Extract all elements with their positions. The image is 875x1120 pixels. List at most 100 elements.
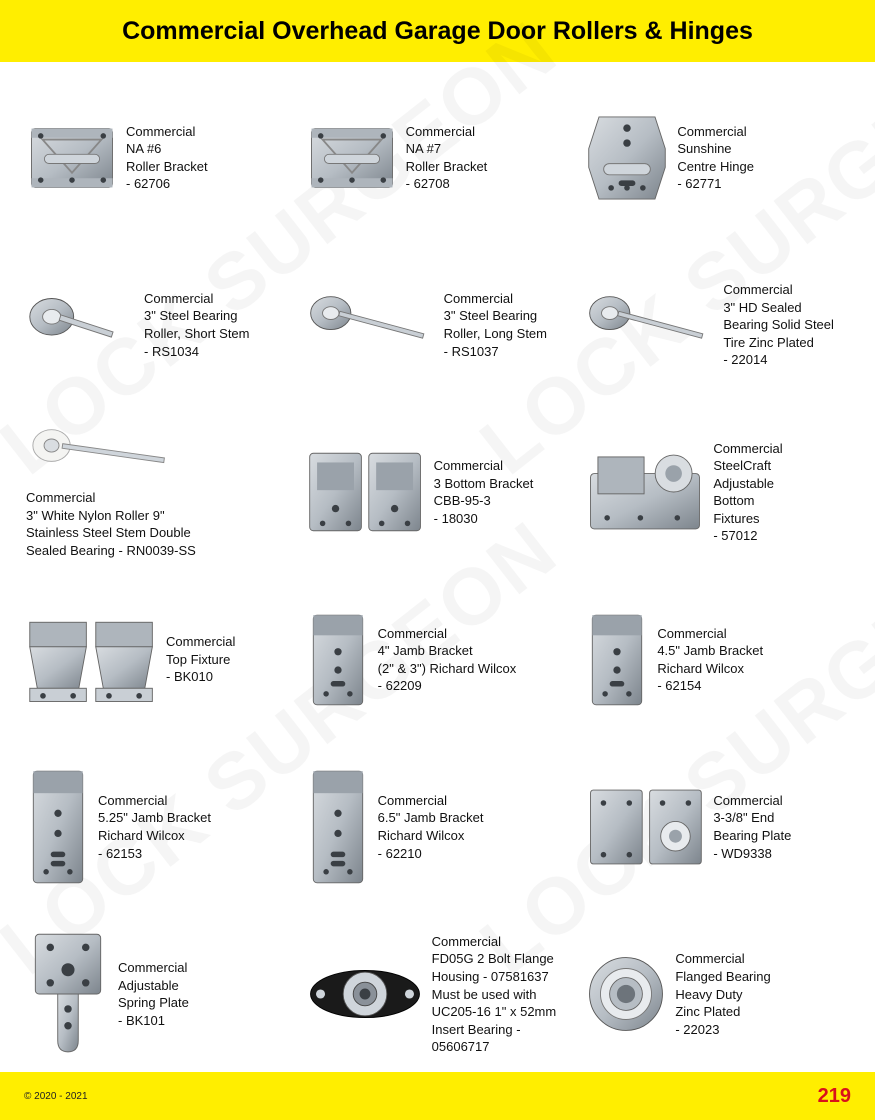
product-text-line: Housing - 07581637 — [432, 968, 570, 986]
product-text-line: Top Fixture — [166, 651, 235, 669]
product-text-line: Commercial — [26, 489, 196, 507]
product-description: CommercialTop Fixture- BK010 — [166, 633, 235, 686]
product-text-line: - RS1037 — [444, 343, 547, 361]
product-grid: CommercialNA #6Roller Bracket- 62706 Com… — [26, 80, 849, 1072]
page-title: Commercial Overhead Garage Door Rollers … — [122, 17, 753, 46]
product-description: Commercial4" Jamb Bracket(2" & 3") Richa… — [378, 625, 517, 695]
product-text-line: - 57012 — [713, 527, 782, 545]
product-cell: Commercial3" White Nylon Roller 9"Stainl… — [26, 415, 290, 570]
product-text-line: Insert Bearing - 05606717 — [432, 1021, 570, 1056]
product-text-line: 3" White Nylon Roller 9" — [26, 507, 196, 525]
product-text-line: - RS1034 — [144, 343, 250, 361]
product-cell: CommercialFD05G 2 Bolt FlangeHousing - 0… — [306, 917, 570, 1072]
product-text-line: Centre Hinge — [677, 158, 754, 176]
product-text-line: Commercial — [118, 959, 189, 977]
product-image — [26, 425, 176, 481]
product-text-line: Commercial — [98, 792, 211, 810]
product-text-line: 3" Steel Bearing — [444, 307, 547, 325]
product-cell: Commercial3" HD SealedBearing Solid Stee… — [585, 247, 849, 402]
product-text-line: Commercial — [126, 123, 208, 141]
product-cell: Commercial4" Jamb Bracket(2" & 3") Richa… — [306, 582, 570, 737]
product-description: Commercial3" White Nylon Roller 9"Stainl… — [26, 489, 196, 559]
product-description: CommercialSteelCraftAdjustableBottomFixt… — [713, 440, 782, 545]
product-text-line: Commercial — [432, 933, 570, 951]
product-text-line: Commercial — [677, 123, 754, 141]
product-image — [26, 926, 110, 1062]
product-text-line: Tire Zinc Plated — [723, 334, 834, 352]
product-text-line: Roller, Long Stem — [444, 325, 547, 343]
product-text-line: Flanged Bearing — [675, 968, 770, 986]
product-description: Commercial3" Steel BearingRoller, Long S… — [444, 290, 547, 360]
product-cell: Commercial6.5" Jamb BracketRichard Wilco… — [306, 749, 570, 904]
product-text-line: Sunshine — [677, 140, 754, 158]
product-image — [585, 605, 649, 715]
product-cell: Commercial3-3/8" EndBearing Plate- WD933… — [585, 749, 849, 904]
product-text-line: Bottom — [713, 492, 782, 510]
product-cell: CommercialSunshineCentre Hinge- 62771 — [585, 80, 849, 235]
product-text-line: Commercial — [657, 625, 763, 643]
product-image — [306, 293, 436, 357]
product-text-line: - 62706 — [126, 175, 208, 193]
product-text-line: Richard Wilcox — [378, 827, 484, 845]
page-number: 219 — [818, 1085, 851, 1108]
product-description: CommercialFlanged BearingHeavy DutyZinc … — [675, 950, 770, 1038]
product-cell: Commercial3 Bottom BracketCBB-95-3- 1803… — [306, 415, 570, 570]
product-text-line: 3-3/8" End — [713, 809, 791, 827]
product-image — [306, 605, 370, 715]
product-text-line: Fixtures — [713, 510, 782, 528]
product-text-line: Adjustable — [713, 475, 782, 493]
copyright-text: © 2020 - 2021 — [24, 1091, 88, 1102]
product-image — [585, 953, 667, 1035]
product-cell: Commercial5.25" Jamb BracketRichard Wilc… — [26, 749, 290, 904]
product-text-line: 5.25" Jamb Bracket — [98, 809, 211, 827]
product-text-line: - 62210 — [378, 845, 484, 863]
product-text-line: Commercial — [675, 950, 770, 968]
product-text-line: Roller Bracket — [126, 158, 208, 176]
product-description: CommercialFD05G 2 Bolt FlangeHousing - 0… — [432, 933, 570, 1056]
product-text-line: Commercial — [713, 440, 782, 458]
product-description: Commercial5.25" Jamb BracketRichard Wilc… — [98, 792, 211, 862]
product-text-line: 3 Bottom Bracket — [434, 475, 534, 493]
product-image — [306, 763, 370, 891]
product-description: CommercialNA #7Roller Bracket- 62708 — [406, 123, 488, 193]
product-text-line: Adjustable — [118, 977, 189, 995]
product-image — [306, 956, 424, 1032]
product-text-line: Bearing Plate — [713, 827, 791, 845]
product-text-line: Commercial — [406, 123, 488, 141]
product-text-line: Roller, Short Stem — [144, 325, 250, 343]
product-image — [585, 293, 715, 357]
product-image — [585, 106, 669, 210]
page-footer: © 2020 - 2021 219 — [0, 1072, 875, 1120]
product-text-line: 6.5" Jamb Bracket — [378, 809, 484, 827]
product-text-line: - 62153 — [98, 845, 211, 863]
product-text-line: CBB-95-3 — [434, 492, 534, 510]
page-header: Commercial Overhead Garage Door Rollers … — [0, 0, 875, 62]
product-text-line: Commercial — [378, 792, 484, 810]
product-text-line: Commercial — [723, 281, 834, 299]
product-text-line: Zinc Plated — [675, 1003, 770, 1021]
product-cell: CommercialNA #7Roller Bracket- 62708 — [306, 80, 570, 235]
product-image — [26, 293, 136, 357]
product-text-line: Commercial — [144, 290, 250, 308]
product-description: Commercial3 Bottom BracketCBB-95-3- 1803… — [434, 457, 534, 527]
product-text-line: FD05G 2 Bolt Flange — [432, 950, 570, 968]
product-text-line: Commercial — [713, 792, 791, 810]
product-cell: CommercialFlanged BearingHeavy DutyZinc … — [585, 917, 849, 1072]
product-description: Commercial4.5" Jamb BracketRichard Wilco… — [657, 625, 763, 695]
product-text-line: Richard Wilcox — [657, 660, 763, 678]
product-text-line: - 18030 — [434, 510, 534, 528]
product-text-line: (2" & 3") Richard Wilcox — [378, 660, 517, 678]
product-image — [26, 121, 118, 195]
product-description: CommercialNA #6Roller Bracket- 62706 — [126, 123, 208, 193]
product-description: Commercial3" Steel BearingRoller, Short … — [144, 290, 250, 360]
product-image — [26, 612, 158, 708]
product-text-line: - BK010 — [166, 668, 235, 686]
product-text-line: 3" HD Sealed — [723, 299, 834, 317]
product-text-line: NA #7 — [406, 140, 488, 158]
product-text-line: Commercial — [166, 633, 235, 651]
product-cell: CommercialAdjustableSpring Plate- BK101 — [26, 917, 290, 1072]
product-text-line: - 62209 — [378, 677, 517, 695]
product-image — [26, 763, 90, 891]
catalog-content: LOCK SURGEON LOCK SURGEON LOCK SURGEON L… — [0, 62, 875, 1072]
product-description: Commercial3" HD SealedBearing Solid Stee… — [723, 281, 834, 369]
